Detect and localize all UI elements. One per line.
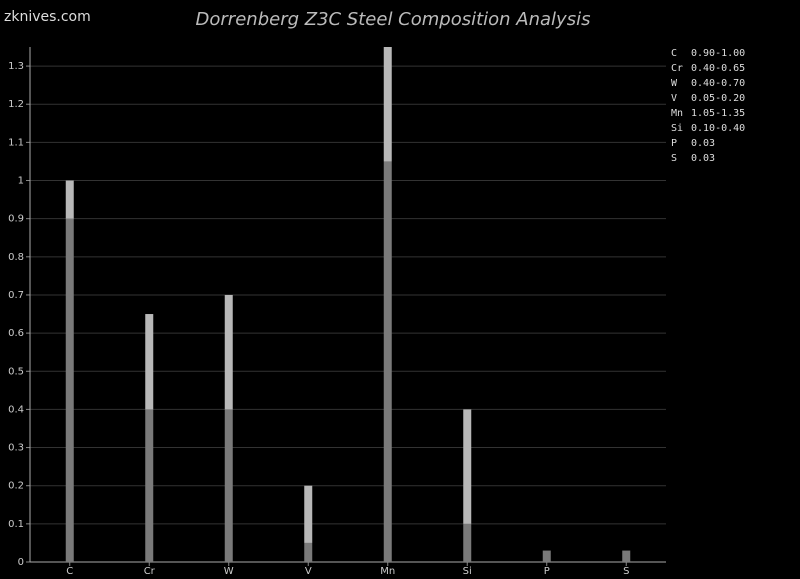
x-tick-label: V — [305, 566, 312, 575]
legend-element: Cr — [671, 63, 683, 74]
bar-segment — [65, 180, 74, 219]
legend-range: 0.03 — [691, 138, 715, 149]
bar-segment — [463, 409, 472, 524]
bar-segment — [65, 218, 74, 562]
legend-range: 1.05-1.35 — [691, 108, 745, 119]
legend-element: C — [671, 48, 677, 59]
y-tick-label: 0.1 — [8, 519, 24, 530]
y-tick-label: 0.4 — [8, 404, 24, 415]
x-tick-label: Si — [463, 566, 472, 575]
legend-element: S — [671, 153, 677, 164]
y-tick-label: 0.5 — [8, 366, 24, 377]
x-tick-label: W — [224, 566, 234, 575]
legend-element: Si — [671, 123, 683, 134]
bar-segment — [383, 47, 392, 162]
legend-range: 0.90-1.00 — [691, 48, 745, 59]
y-tick-label: 0 — [18, 557, 24, 568]
y-tick-label: 0.9 — [8, 214, 24, 225]
legend-range: 0.03 — [691, 153, 715, 164]
bar-segment — [304, 542, 313, 562]
y-tick-label: 1 — [18, 176, 24, 187]
legend-range: 0.40-0.70 — [691, 78, 745, 89]
legend-range: 0.10-0.40 — [691, 123, 745, 134]
y-tick-label: 0.3 — [8, 443, 24, 454]
legend-range: 0.05-0.20 — [691, 93, 745, 104]
x-tick-label: S — [623, 566, 629, 575]
y-tick-label: 0.8 — [8, 252, 24, 263]
legend-element: P — [671, 138, 677, 149]
bar-segment — [145, 409, 154, 562]
chart-title: Dorrenberg Z3C Steel Composition Analysi… — [196, 9, 591, 30]
bar-segment — [622, 550, 631, 562]
bar-segment — [463, 523, 472, 562]
x-tick-label: Mn — [380, 566, 395, 575]
legend-element: W — [671, 78, 678, 89]
y-tick-label: 1.2 — [8, 99, 24, 110]
y-tick-label: 1.1 — [8, 137, 24, 148]
bar-segment — [224, 409, 233, 562]
x-tick-label: C — [66, 566, 73, 575]
x-tick-label: Cr — [144, 566, 156, 575]
bar-segment — [145, 314, 154, 410]
bar-segment — [224, 294, 233, 410]
y-tick-label: 0.6 — [8, 328, 24, 339]
legend-range: 0.40-0.65 — [691, 63, 745, 74]
legend-element: Mn — [671, 108, 683, 119]
y-tick-label: 1.3 — [8, 61, 24, 72]
legend-element: V — [671, 93, 677, 104]
x-tick-label: P — [544, 566, 550, 575]
y-tick-label: 0.7 — [8, 290, 24, 301]
bar-segment — [542, 550, 551, 562]
bar-segment — [383, 161, 392, 562]
bar-segment — [304, 485, 313, 543]
watermark: zknives.com — [4, 9, 91, 25]
y-tick-label: 0.2 — [8, 481, 24, 492]
